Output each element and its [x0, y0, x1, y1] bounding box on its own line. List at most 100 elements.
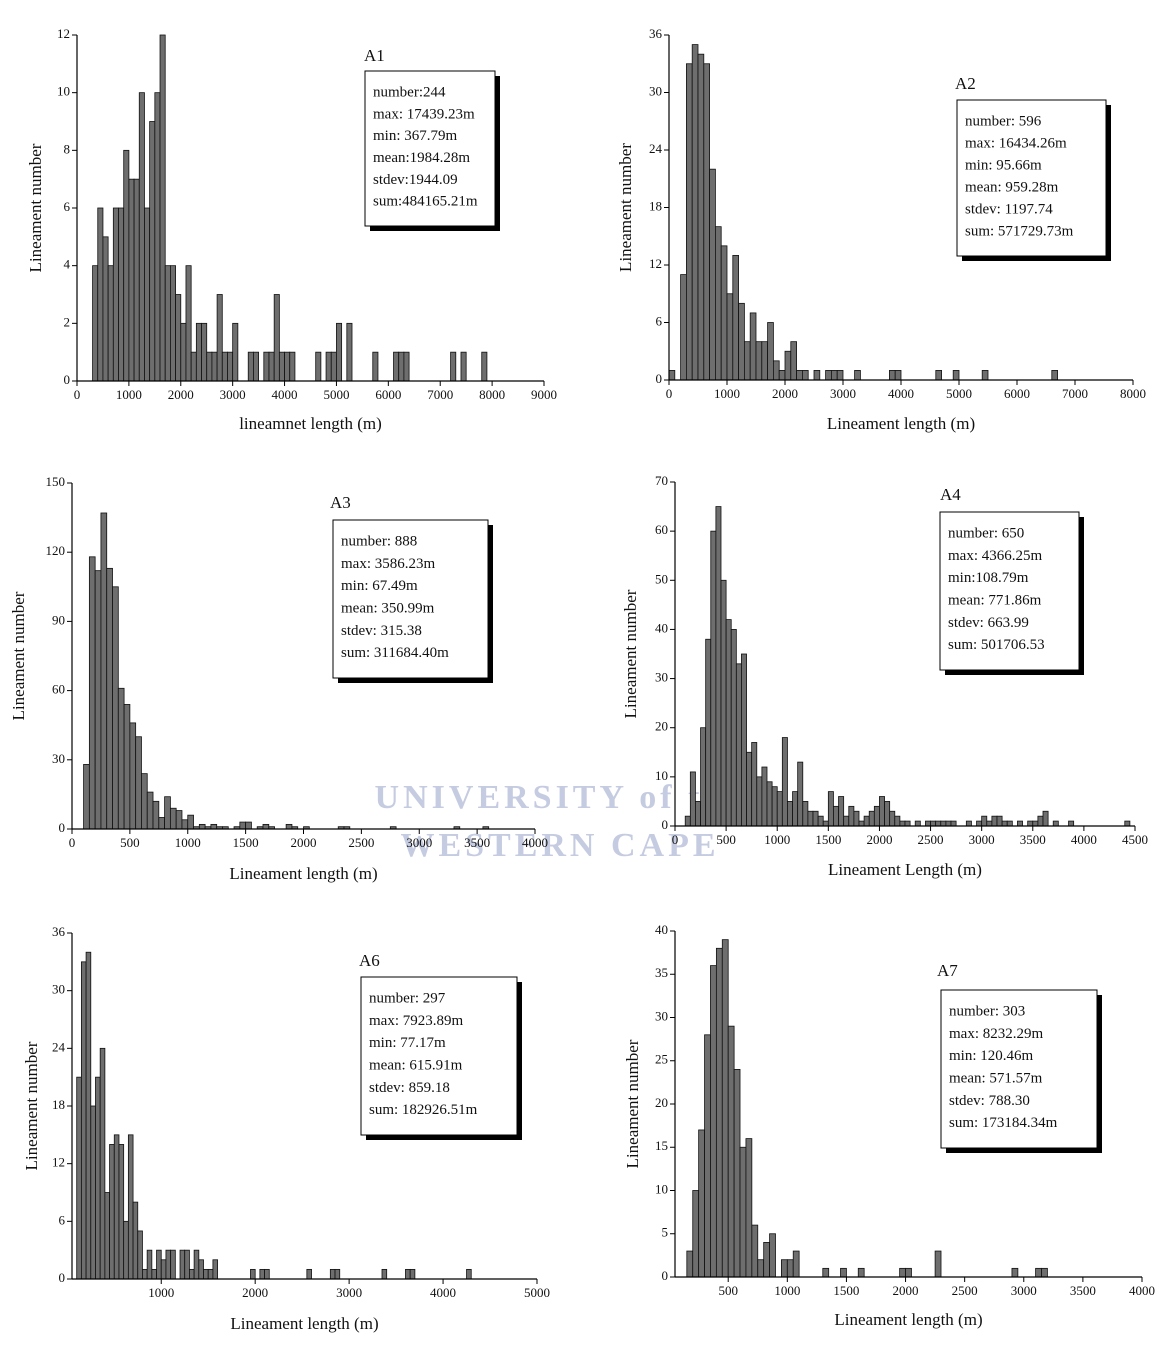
- bar: [207, 352, 212, 381]
- bar: [797, 370, 803, 380]
- bar: [290, 352, 295, 381]
- bar: [180, 1250, 185, 1279]
- x-tick-label: 500: [716, 832, 736, 847]
- bar: [176, 811, 182, 829]
- x-tick-label: 2500: [348, 835, 374, 850]
- bar: [147, 792, 153, 829]
- x-tick-label: 2000: [168, 387, 194, 402]
- y-tick-label: 40: [655, 620, 668, 635]
- bar: [161, 1260, 166, 1279]
- bar: [733, 255, 739, 380]
- bar: [248, 352, 253, 381]
- x-tick-label: 1500: [833, 1283, 859, 1298]
- x-tick-label: 6000: [1004, 386, 1030, 401]
- y-tick-label: 20: [655, 719, 668, 734]
- bar: [997, 816, 1002, 826]
- x-tick-label: 3000: [336, 1285, 362, 1300]
- bar: [710, 966, 716, 1277]
- bar: [722, 940, 728, 1277]
- bar: [715, 227, 721, 380]
- bar: [316, 352, 321, 381]
- bar: [740, 1147, 746, 1277]
- bar: [687, 1251, 693, 1277]
- x-tick-label: 1500: [815, 832, 841, 847]
- x-tick-label: 4000: [1071, 832, 1097, 847]
- bar: [404, 352, 409, 381]
- bar: [191, 352, 196, 381]
- bar: [736, 664, 741, 826]
- bar: [1043, 811, 1048, 826]
- bar: [382, 1269, 387, 1279]
- bar: [134, 179, 139, 381]
- y-tick-label: 10: [655, 768, 668, 783]
- stats-line: sum: 173184.34m: [949, 1115, 1058, 1131]
- y-axis-label: Lineament number: [621, 589, 640, 718]
- bar: [982, 370, 988, 380]
- bar: [734, 1069, 740, 1277]
- bar: [152, 1269, 157, 1279]
- bar: [103, 237, 108, 381]
- stats-line: mean: 959.28m: [965, 179, 1059, 195]
- x-axis-label: Lineament length (m): [827, 414, 975, 433]
- bar: [326, 352, 331, 381]
- x-tick-label: 0: [666, 386, 673, 401]
- stats-line: stdev: 315.38: [341, 623, 422, 639]
- x-tick-label: 3500: [1070, 1283, 1096, 1298]
- bar: [217, 295, 222, 382]
- stats-line: number: 297: [369, 990, 446, 1006]
- bar: [105, 1193, 110, 1280]
- bar: [787, 801, 792, 826]
- stats-line: sum: 501706.53: [948, 637, 1045, 653]
- y-axis-label: Lineament number: [623, 1039, 642, 1168]
- x-tick-label: 1500: [233, 835, 259, 850]
- bar: [77, 1077, 82, 1279]
- bar: [279, 352, 284, 381]
- y-tick-label: 60: [655, 522, 668, 537]
- stats-line: number: 650: [948, 525, 1024, 541]
- bar: [906, 1268, 912, 1277]
- y-tick-label: 10: [57, 84, 70, 99]
- bar: [1036, 1268, 1042, 1277]
- y-tick-label: 12: [52, 1155, 65, 1170]
- bar: [95, 571, 101, 829]
- y-tick-label: 5: [662, 1225, 669, 1240]
- bar: [93, 266, 98, 381]
- bar: [864, 816, 869, 826]
- bar: [966, 821, 971, 826]
- y-tick-label: 120: [46, 543, 66, 558]
- bar: [196, 323, 201, 381]
- y-tick-label: 18: [649, 198, 662, 213]
- bar: [1012, 1268, 1018, 1277]
- stats-line: stdev: 788.30: [949, 1093, 1030, 1109]
- y-tick-label: 18: [52, 1097, 65, 1112]
- bar: [285, 352, 290, 381]
- stats-line: mean: 615.91m: [369, 1057, 463, 1073]
- bar: [142, 1269, 147, 1279]
- bar: [936, 821, 941, 826]
- bar: [793, 792, 798, 826]
- bar: [188, 815, 194, 829]
- bar: [165, 797, 171, 829]
- panel-label: A6: [359, 951, 380, 970]
- stats-line: min: 67.49m: [341, 578, 418, 594]
- bar: [153, 801, 159, 829]
- bar: [823, 1268, 829, 1277]
- panel: 0510152025303540500100015002000250030003…: [623, 922, 1155, 1329]
- bar: [482, 352, 487, 381]
- stats-line: mean:1984.28m: [373, 150, 470, 166]
- bar: [803, 801, 808, 826]
- stats-line: sum: 311684.40m: [341, 645, 449, 661]
- bar: [95, 1077, 100, 1279]
- bar: [854, 811, 859, 826]
- bar: [150, 122, 155, 382]
- bar: [264, 352, 269, 381]
- x-tick-label: 3000: [1011, 1283, 1037, 1298]
- x-tick-label: 3000: [220, 387, 246, 402]
- bar: [802, 370, 808, 380]
- x-tick-label: 5000: [323, 387, 349, 402]
- x-tick-label: 3500: [1020, 832, 1046, 847]
- bar: [895, 370, 901, 380]
- bar: [849, 806, 854, 826]
- x-axis-label: Lineament length (m): [834, 1310, 982, 1329]
